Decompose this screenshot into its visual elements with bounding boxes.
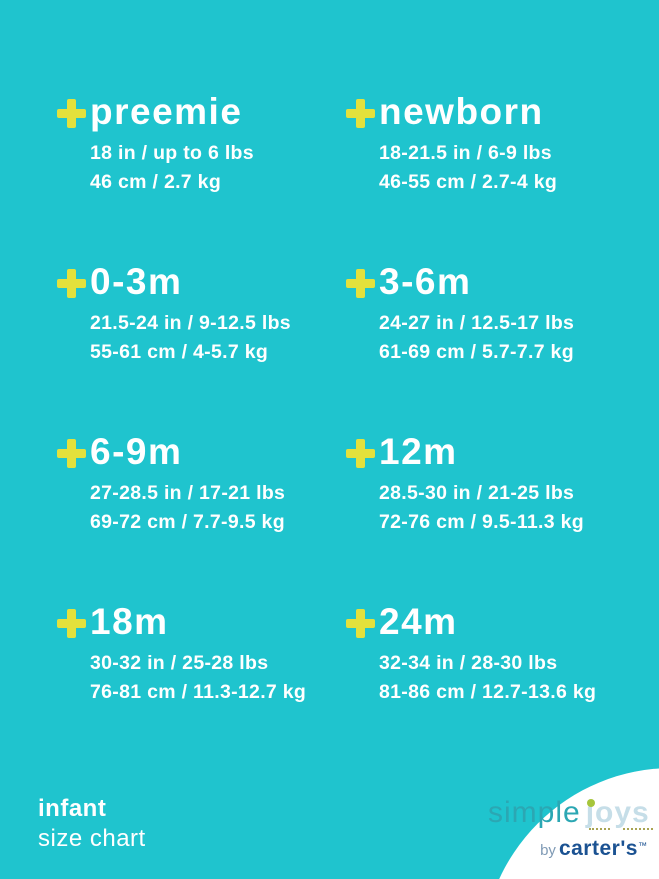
size-name: preemie bbox=[90, 91, 243, 132]
size-imperial: 30-32 in / 25-28 lbs bbox=[90, 652, 269, 674]
logo-carters-text: carter's bbox=[558, 837, 638, 860]
size-entry-3-6m: 3-6m 24-27 in / 12.5-17 lbs 61-69 cm / 5… bbox=[346, 258, 646, 367]
size-name: newborn bbox=[379, 91, 544, 132]
size-imperial: 32-34 in / 28-30 lbs bbox=[379, 652, 558, 674]
plus-icon bbox=[346, 439, 375, 468]
size-name: 0-3m bbox=[90, 261, 183, 302]
size-imperial: 18 in / up to 6 lbs bbox=[90, 142, 254, 164]
stitch-dots-icon bbox=[588, 828, 610, 830]
size-metric: 76-81 cm / 11.3-12.7 kg bbox=[90, 681, 307, 703]
size-name: 18m bbox=[90, 601, 169, 642]
logo-joys-text: joys bbox=[585, 796, 650, 829]
size-metric: 55-61 cm / 4-5.7 kg bbox=[90, 341, 269, 363]
size-metric: 69-72 cm / 7.7-9.5 kg bbox=[90, 511, 285, 533]
size-entry-0-3m: 0-3m 21.5-24 in / 9-12.5 lbs 55-61 cm / … bbox=[57, 258, 357, 367]
plus-icon bbox=[346, 269, 375, 298]
size-name: 3-6m bbox=[379, 261, 472, 302]
size-entry-preemie: preemie 18 in / up to 6 lbs 46 cm / 2.7 … bbox=[57, 88, 357, 197]
brand-logo: simple joys by carter's™ bbox=[488, 796, 653, 861]
size-entry-6-9m: 6-9m 27-28.5 in / 17-21 lbs 69-72 cm / 7… bbox=[57, 428, 357, 537]
plus-icon bbox=[57, 99, 86, 128]
size-metric: 61-69 cm / 5.7-7.7 kg bbox=[379, 341, 574, 363]
caption-label: size chart bbox=[38, 825, 146, 852]
plus-icon bbox=[57, 439, 86, 468]
size-metric: 72-76 cm / 9.5-11.3 kg bbox=[379, 511, 584, 533]
plus-icon bbox=[57, 269, 86, 298]
chart-caption: infant size chart bbox=[38, 794, 146, 854]
logo-simple-text: simple bbox=[488, 796, 581, 829]
size-imperial: 24-27 in / 12.5-17 lbs bbox=[379, 312, 575, 334]
plus-icon bbox=[57, 609, 86, 638]
size-imperial: 28.5-30 in / 21-25 lbs bbox=[379, 482, 575, 504]
size-metric: 81-86 cm / 12.7-13.6 kg bbox=[379, 681, 597, 703]
plus-icon bbox=[346, 609, 375, 638]
caption-category: infant bbox=[38, 795, 107, 822]
stitch-dots-icon bbox=[622, 828, 653, 830]
size-name: 6-9m bbox=[90, 431, 183, 472]
size-name: 24m bbox=[379, 601, 458, 642]
size-imperial: 21.5-24 in / 9-12.5 lbs bbox=[90, 312, 291, 334]
size-name: 12m bbox=[379, 431, 458, 472]
size-metric: 46 cm / 2.7 kg bbox=[90, 171, 222, 193]
logo-by-text: by bbox=[540, 842, 556, 859]
trademark-symbol: ™ bbox=[638, 840, 647, 851]
size-imperial: 18-21.5 in / 6-9 lbs bbox=[379, 142, 552, 164]
size-entry-24m: 24m 32-34 in / 28-30 lbs 81-86 cm / 12.7… bbox=[346, 598, 646, 707]
size-imperial: 27-28.5 in / 17-21 lbs bbox=[90, 482, 286, 504]
size-metric: 46-55 cm / 2.7-4 kg bbox=[379, 171, 558, 193]
size-entry-12m: 12m 28.5-30 in / 21-25 lbs 72-76 cm / 9.… bbox=[346, 428, 646, 537]
j-dot-icon bbox=[586, 799, 595, 807]
plus-icon bbox=[346, 99, 375, 128]
size-entry-18m: 18m 30-32 in / 25-28 lbs 76-81 cm / 11.3… bbox=[57, 598, 357, 707]
size-entry-newborn: newborn 18-21.5 in / 6-9 lbs 46-55 cm / … bbox=[346, 88, 646, 197]
